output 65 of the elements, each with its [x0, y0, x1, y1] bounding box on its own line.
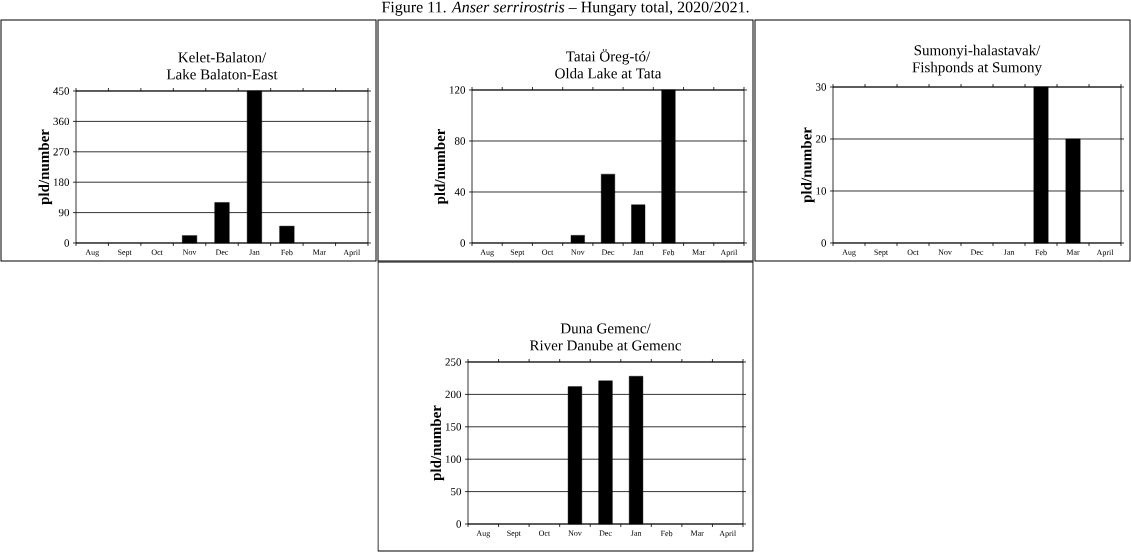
y-tick-label: 150 [445, 423, 462, 431]
y-tick-label: 80 [454, 137, 466, 145]
y-tick-label: 20 [815, 135, 827, 143]
x-tick-label: Oct [151, 249, 163, 255]
y-tick-label: 180 [53, 178, 70, 186]
y-tick-label: 50 [451, 487, 462, 496]
x-tick-label: Sept [874, 249, 889, 257]
y-axis-title: pld/number [801, 127, 815, 203]
x-tick-label: Jan [633, 249, 644, 255]
y-axis-title: pld/number [38, 129, 53, 205]
x-tick-label: Aug [476, 530, 491, 538]
x-tick-label: Jan [249, 249, 260, 255]
chart-title: Duna Gemenc/ River Danube at Gemenc [529, 323, 682, 351]
x-tick-label: April [1096, 249, 1114, 257]
x-tick-label: Feb [662, 249, 675, 256]
y-axis-title: pld/number [430, 405, 445, 481]
x-tick-label: Oct [538, 530, 551, 536]
y-tick-label: 0 [456, 520, 462, 528]
x-tick-label: April [720, 249, 738, 257]
x-tick-label: Oct [542, 249, 554, 255]
x-tick-label: Aug [842, 249, 856, 257]
x-tick-label: Jan [630, 530, 642, 536]
x-tick-label: Sept [118, 249, 132, 257]
y-tick-label: 90 [58, 208, 70, 217]
x-tick-label: Nov [938, 249, 952, 255]
x-tick-label: Dec [599, 530, 612, 536]
x-tick-label: Dec [970, 249, 984, 255]
chart-title: Kelet-Balaton/ Lake Balaton-East [166, 51, 278, 80]
y-tick-label: 0 [821, 239, 827, 247]
x-tick-label: Aug [85, 249, 99, 257]
text: Figure 11. Anser serrirostris – Hungary total, 2020/2021. [381, 1, 749, 16]
y-tick-label: 0 [64, 239, 70, 247]
y-tick-label: 0 [460, 239, 466, 247]
x-tick-label: Mar [312, 249, 326, 255]
y-tick-label: 200 [445, 390, 462, 399]
x-tick-label: Mar [690, 530, 704, 536]
y-tick-label: 250 [445, 358, 462, 366]
x-tick-label: Sept [510, 249, 525, 257]
x-tick-label: April [343, 249, 361, 257]
y-tick-label: 100 [445, 455, 462, 463]
x-tick-label: Mar [692, 249, 706, 255]
chart-title: Tatai Öreg-tó/ Olda Lake at Tata [555, 49, 662, 79]
x-tick-label: Oct [907, 249, 919, 255]
x-tick-label: Dec [215, 249, 229, 255]
x-tick-label: Sept [507, 530, 521, 538]
x-tick-label: Feb [660, 530, 673, 537]
chart-title: Sumonyi-halastavak/ Fishponds at Sumony [912, 44, 1042, 76]
y-tick-label: 360 [53, 117, 70, 126]
x-tick-label: Nov [568, 530, 582, 536]
y-axis-title: pld/number [434, 128, 449, 205]
x-tick-label: Nov [571, 249, 585, 255]
x-tick-label: Dec [601, 249, 615, 255]
y-tick-label: 450 [53, 87, 70, 95]
y-tick-label: 40 [454, 188, 466, 196]
y-tick-label: 10 [816, 187, 827, 195]
x-tick-label: Feb [281, 249, 293, 256]
x-tick-label: Feb [1035, 249, 1047, 256]
y-tick-label: 120 [449, 86, 466, 94]
y-tick-label: 30 [816, 83, 827, 91]
x-tick-label: April [719, 530, 736, 538]
x-tick-label: Jan [1003, 249, 1015, 255]
y-tick-label: 270 [53, 148, 70, 156]
x-tick-label: Aug [480, 249, 494, 257]
x-tick-label: Nov [182, 249, 197, 255]
x-tick-label: Mar [1066, 249, 1080, 255]
